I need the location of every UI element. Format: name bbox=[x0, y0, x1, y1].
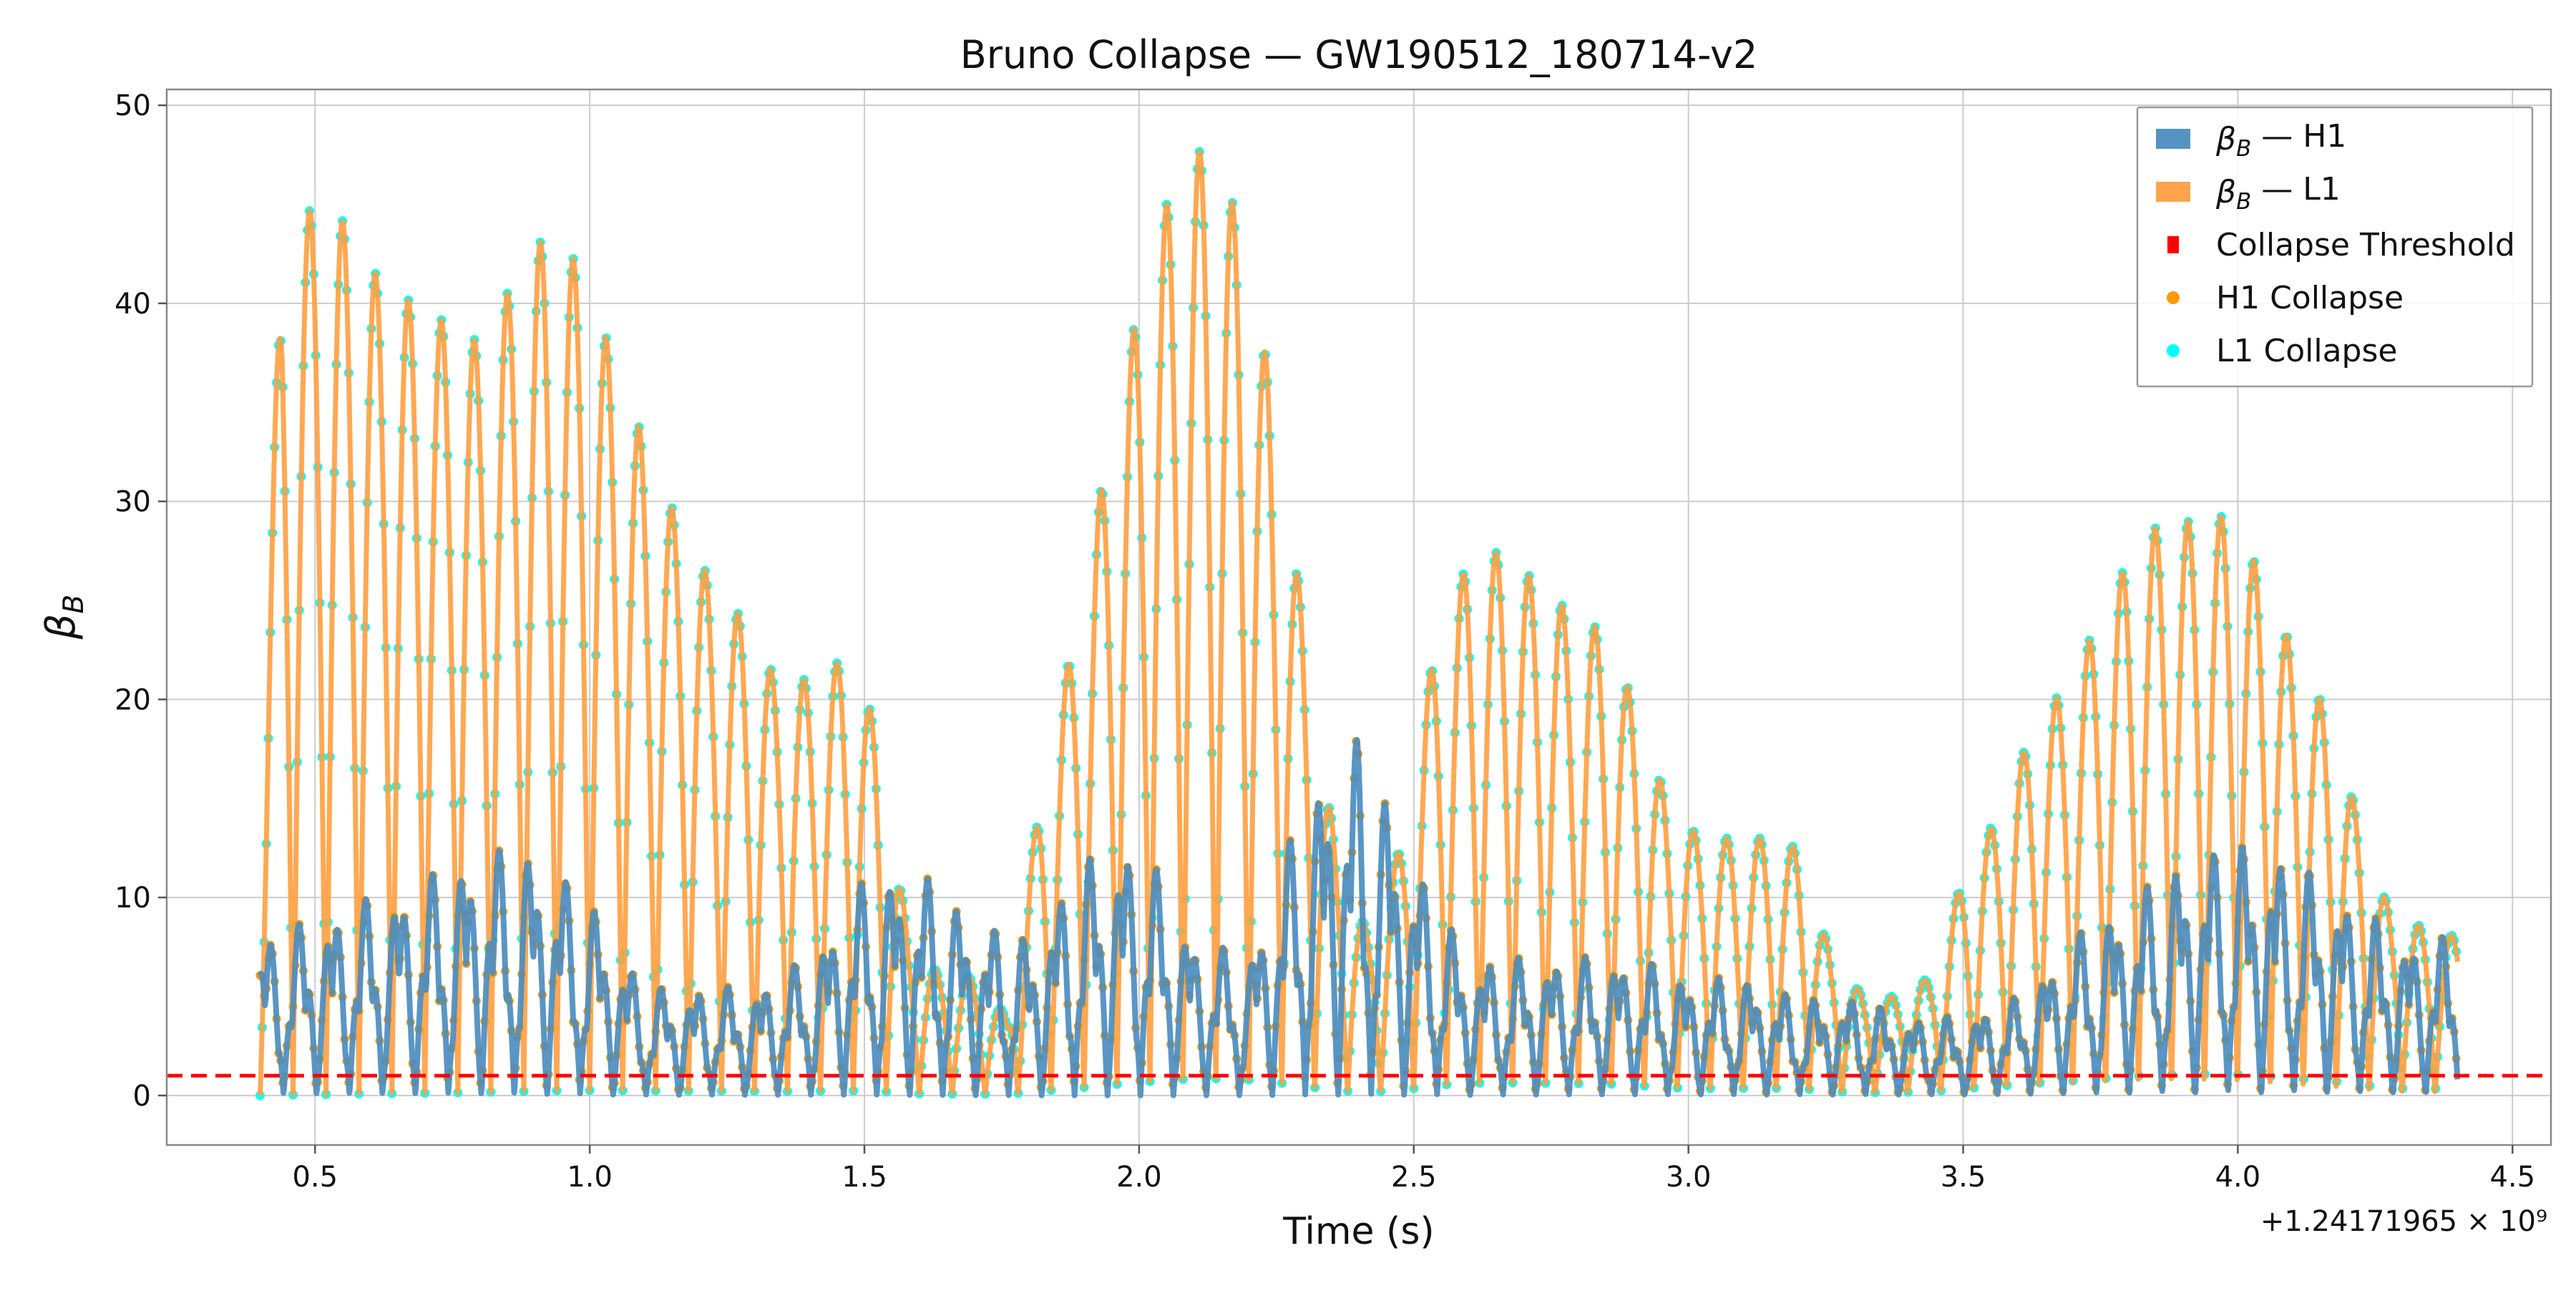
legend-swatch bbox=[2156, 182, 2190, 202]
x-tick-label: 1.0 bbox=[567, 1161, 613, 1194]
y-tick-label: 50 bbox=[114, 89, 151, 122]
legend-marker bbox=[2167, 291, 2180, 304]
legend-item: Collapse Threshold bbox=[2167, 227, 2515, 263]
x-axis-title: Time (s) bbox=[1282, 1210, 1434, 1253]
x-tick-label: 2.5 bbox=[1391, 1161, 1437, 1194]
y-tick-label: 10 bbox=[114, 882, 151, 915]
y-tick-label: 20 bbox=[114, 683, 151, 716]
legend-swatch bbox=[2156, 129, 2190, 149]
x-tick-label: 3.5 bbox=[1941, 1161, 1986, 1194]
x-tick-label: 4.5 bbox=[2489, 1161, 2535, 1194]
legend-marker bbox=[2167, 344, 2180, 357]
y-tick-label: 40 bbox=[114, 288, 151, 321]
x-tick-label: 2.0 bbox=[1116, 1161, 1162, 1194]
y-tick-label: 30 bbox=[114, 486, 151, 519]
legend-label: H1 Collapse bbox=[2216, 280, 2404, 316]
x-axis-offset-label: +1.24171965 × 10⁹ bbox=[2260, 1205, 2547, 1238]
legend-label: Collapse Threshold bbox=[2216, 227, 2515, 263]
legend-label: L1 Collapse bbox=[2216, 333, 2397, 369]
plot-area bbox=[167, 147, 2551, 1101]
x-tick-label: 4.0 bbox=[2215, 1161, 2261, 1194]
x-tick-label: 3.0 bbox=[1666, 1161, 1712, 1194]
x-tick-label: 0.5 bbox=[292, 1161, 338, 1194]
x-tick-label: 1.5 bbox=[841, 1161, 887, 1194]
legend-swatch bbox=[2167, 236, 2179, 253]
chart-title: Bruno Collapse — GW190512_180714-v2 bbox=[960, 32, 1758, 77]
y-tick-label: 0 bbox=[133, 1080, 151, 1113]
